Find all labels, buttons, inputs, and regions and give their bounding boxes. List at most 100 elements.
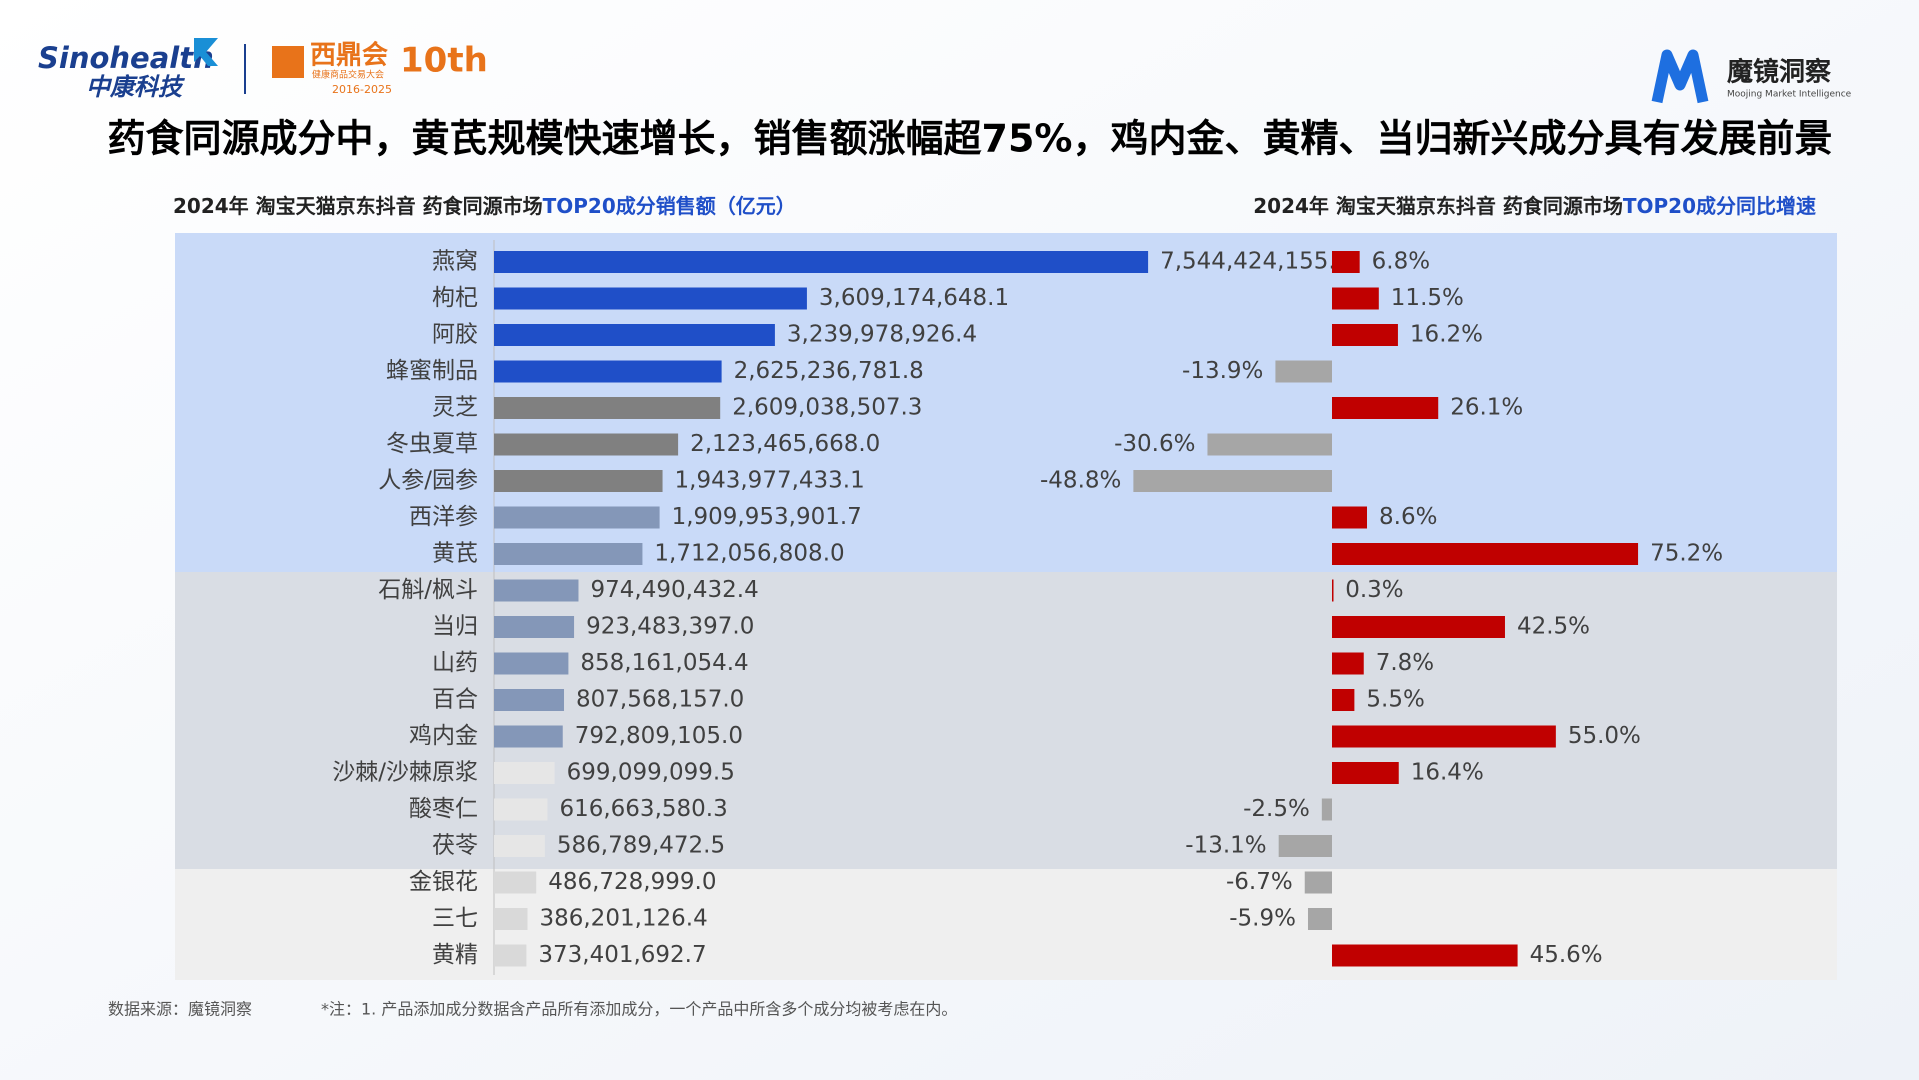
- bar: [494, 433, 679, 456]
- category-label: 酸枣仁: [409, 796, 478, 822]
- bar: [1332, 725, 1556, 748]
- bar: [494, 616, 575, 638]
- category-label: 黄精: [432, 942, 478, 968]
- bar: [1275, 360, 1332, 383]
- bar: [1278, 835, 1332, 857]
- value-label: 8.6%: [1379, 504, 1437, 530]
- value-label: 1,712,056,808.0: [654, 541, 844, 567]
- value-label: 858,161,054.4: [580, 650, 748, 676]
- bar: [1332, 689, 1355, 711]
- category-label: 冬虫夏草: [386, 431, 478, 457]
- category-label: 人参/园参: [378, 468, 478, 494]
- value-label: 974,490,432.4: [590, 577, 758, 603]
- value-label: 11.5%: [1391, 285, 1464, 311]
- category-label: 西洋参: [409, 504, 478, 530]
- bar: [494, 397, 721, 419]
- value-label: 6.8%: [1372, 249, 1430, 275]
- bar: [1332, 324, 1398, 346]
- bar: [1332, 762, 1399, 784]
- band-top: [175, 233, 1837, 572]
- bar: [1332, 287, 1379, 310]
- logo-mid: 西鼎会: [310, 41, 388, 71]
- bar: [494, 506, 660, 529]
- value-label: 7.8%: [1376, 650, 1434, 676]
- bar: [1332, 397, 1439, 419]
- category-label: 当归: [432, 614, 478, 640]
- logo-mid-mark: [272, 46, 304, 78]
- value-label: -48.8%: [1040, 468, 1121, 494]
- bar: [1332, 652, 1364, 675]
- category-label: 鸡内金: [409, 723, 478, 749]
- logo-mid-sub: 健康商品交易大会: [312, 69, 384, 81]
- value-label: 16.4%: [1411, 760, 1484, 786]
- page-title: 药食同源成分中，黄芪规模快速增长，销售额涨幅超75%，鸡内金、黄精、当归新兴成分…: [108, 117, 1833, 161]
- value-label: 792,809,105.0: [575, 723, 743, 749]
- category-label: 山药: [432, 650, 478, 676]
- source: 数据来源：魔镜洞察: [108, 1000, 252, 1019]
- category-label: 沙棘/沙棘原浆: [332, 760, 478, 786]
- logo-mid-badge: 10th: [400, 41, 488, 81]
- bar: [494, 944, 527, 967]
- value-label: 42.5%: [1517, 614, 1590, 640]
- category-label: 茯苓: [432, 833, 478, 859]
- value-label: 16.2%: [1410, 322, 1483, 348]
- bar: [494, 470, 663, 492]
- value-label: 486,728,999.0: [548, 869, 716, 895]
- chart-title: 2024年 淘宝天猫京东抖音 药食同源市场TOP20成分同比增速: [1253, 194, 1816, 218]
- value-label: 1,909,953,901.7: [672, 504, 862, 530]
- band-low: [175, 869, 1837, 980]
- bar: [1332, 944, 1518, 967]
- chart-title-text: 2024年 淘宝天猫京东抖音 药食同源市场: [1253, 194, 1623, 218]
- value-label: 7,544,424,155.1: [1160, 249, 1350, 275]
- bar: [494, 251, 1149, 273]
- chart-title-highlight: TOP20成分销售额（亿元）: [543, 194, 796, 218]
- value-label: 75.2%: [1650, 541, 1723, 567]
- bar: [494, 689, 565, 711]
- bar: [494, 287, 807, 310]
- chart-title-text: 2024年 淘宝天猫京东抖音 药食同源市场: [173, 194, 543, 218]
- chart-title-highlight: TOP20成分同比增速: [1623, 194, 1816, 218]
- value-label: -6.7%: [1226, 869, 1293, 895]
- value-label: 45.6%: [1530, 942, 1603, 968]
- value-label: -13.1%: [1185, 833, 1266, 859]
- value-label: 699,099,099.5: [567, 760, 735, 786]
- value-label: -5.9%: [1229, 906, 1296, 932]
- value-label: 807,568,157.0: [576, 687, 744, 713]
- band-mid: [175, 572, 1837, 869]
- logo-left-sub: 中康科技: [86, 73, 185, 101]
- value-label: 2,625,236,781.8: [734, 358, 924, 384]
- bar: [494, 798, 548, 821]
- logo-right-sub: Moojing Market Intelligence: [1727, 90, 1852, 100]
- value-label: 0.3%: [1345, 577, 1403, 603]
- category-label: 灵芝: [432, 395, 478, 421]
- bar: [494, 652, 569, 675]
- bar: [494, 543, 643, 565]
- value-label: 2,609,038,507.3: [732, 395, 922, 421]
- plot: 燕窝枸杞阿胶蜂蜜制品灵芝冬虫夏草人参/园参西洋参黄芪石斛/枫斗当归山药百合鸡内金…: [332, 249, 1723, 969]
- chart-title: 2024年 淘宝天猫京东抖音 药食同源市场TOP20成分销售额（亿元）: [173, 194, 796, 218]
- value-label: 616,663,580.3: [559, 796, 727, 822]
- value-label: 923,483,397.0: [586, 614, 754, 640]
- value-label: 3,239,978,926.4: [787, 322, 977, 348]
- bar: [1133, 470, 1332, 492]
- category-label: 阿胶: [432, 322, 478, 348]
- logo-mid-years: 2016-2025: [332, 83, 392, 96]
- category-label: 燕窝: [432, 249, 478, 275]
- bar: [1207, 433, 1332, 456]
- category-label: 蜂蜜制品: [386, 358, 478, 384]
- category-label: 百合: [432, 687, 478, 713]
- logo-mark: [194, 38, 218, 66]
- logo-left: Sinohealth: [38, 41, 214, 75]
- logo-right: 魔镜洞察: [1727, 57, 1832, 88]
- value-label: 26.1%: [1450, 395, 1523, 421]
- value-label: 2,123,465,668.0: [690, 431, 880, 457]
- bar: [494, 871, 537, 894]
- value-label: 586,789,472.5: [557, 833, 725, 859]
- bar: [494, 725, 563, 748]
- category-label: 石斛/枫斗: [378, 577, 478, 603]
- value-label: 386,201,126.4: [539, 906, 707, 932]
- logo-right-mark: [1651, 49, 1709, 104]
- bar: [1307, 908, 1332, 930]
- bar: [1304, 871, 1332, 894]
- value-label: 1,943,977,433.1: [675, 468, 865, 494]
